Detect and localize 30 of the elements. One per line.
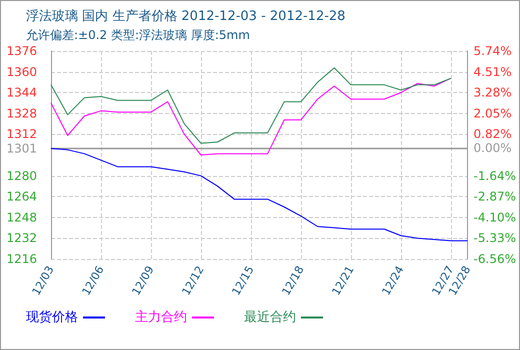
y-tick-label: 1280 [6, 168, 37, 183]
line-series [50, 148, 468, 242]
y-tick-label: 1264 [6, 190, 37, 204]
y-tick-label: 1360 [6, 64, 37, 79]
y2-tick-label: 3.28% [474, 86, 512, 100]
y2-tick-label: 5.74% [474, 44, 512, 58]
y2-tick-label: -4.10% [474, 210, 516, 224]
y2-tick-label: 0.82% [474, 127, 512, 142]
y-tick-label: 1216 [6, 252, 37, 266]
chart-subtitle: 允许偏差:±0.2 类型:浮法玻璃 厚度:5mm [26, 28, 250, 42]
y2-tick-label: 4.51% [474, 64, 512, 79]
y-tick-label: 1232 [6, 231, 37, 246]
y2-tick-label: 0.00% [474, 141, 512, 156]
y-tick-label: 1312 [6, 127, 37, 142]
line-series [50, 78, 452, 156]
legend-label: 最近合约 [244, 310, 296, 325]
y-tick-label: 1376 [6, 44, 37, 58]
y-tick-label: 1328 [6, 106, 37, 120]
y2-tick-label: -1.64% [474, 168, 516, 183]
y-tick-label: 1248 [6, 210, 37, 224]
y-tick-label: 1344 [6, 86, 37, 100]
legend-label: 现货价格 [26, 310, 78, 325]
y2-tick-label: -6.56% [474, 252, 516, 266]
y2-tick-label: -2.87% [474, 190, 516, 204]
line-series [50, 67, 452, 144]
chart-title: 浮法玻璃 国内 生产者价格 2012-12-03 - 2012-12-28 [26, 9, 346, 24]
y2-tick-label: -5.33% [474, 231, 516, 246]
y-tick-label: 1301 [6, 142, 37, 156]
y2-tick-label: 2.05% [474, 106, 512, 120]
legend-label: 主力合约 [135, 309, 187, 325]
